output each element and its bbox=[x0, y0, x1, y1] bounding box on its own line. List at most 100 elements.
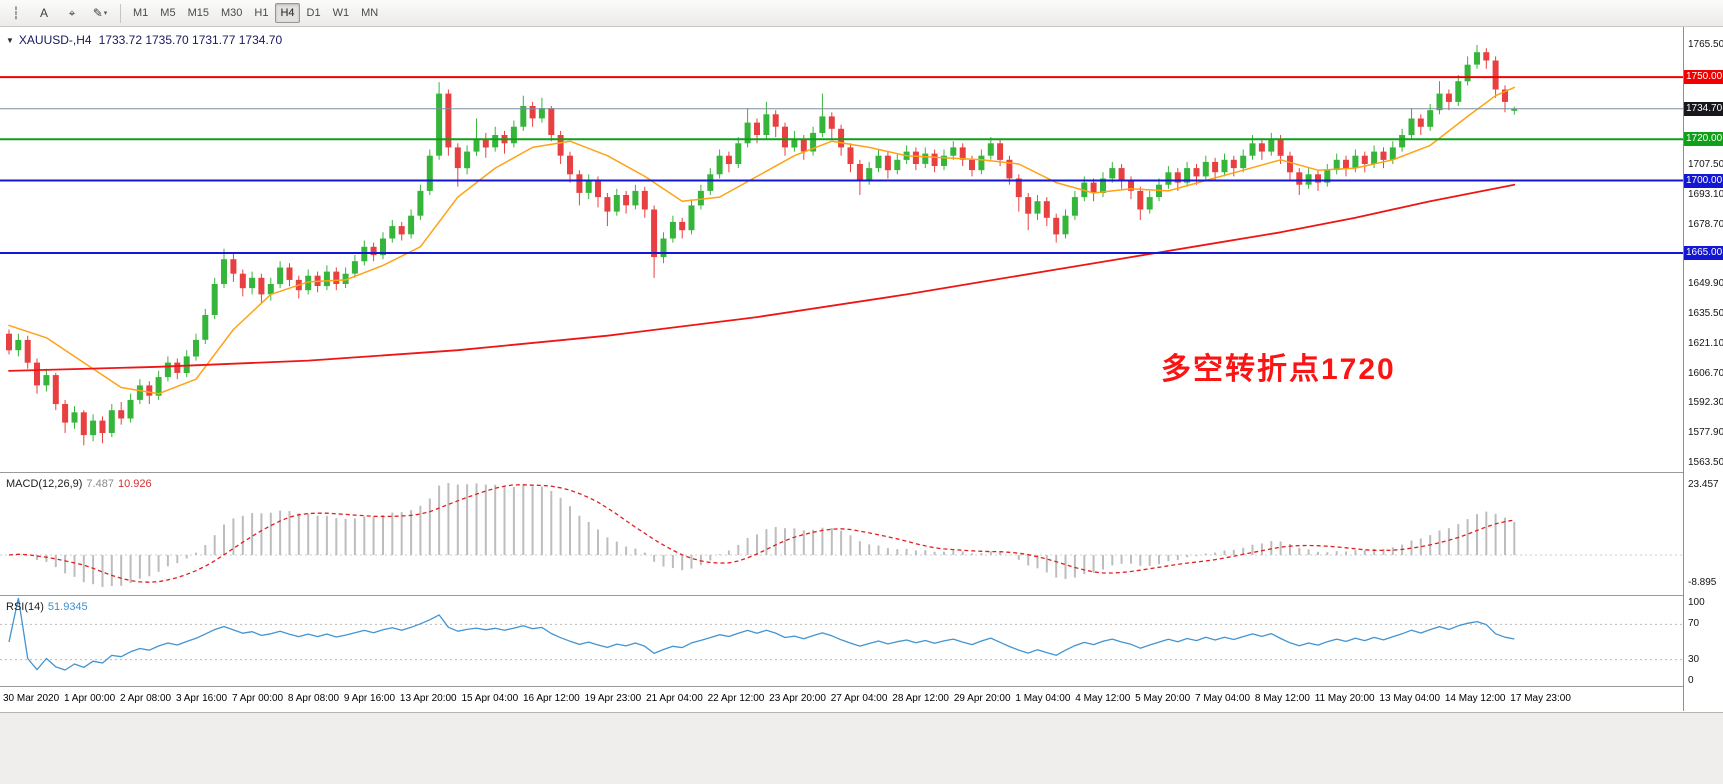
candle-body[interactable] bbox=[34, 362, 40, 386]
candle-body[interactable] bbox=[52, 375, 59, 405]
candle-body[interactable] bbox=[1483, 52, 1490, 61]
candle-body[interactable] bbox=[1436, 93, 1443, 111]
panel-divider[interactable] bbox=[0, 472, 1723, 473]
timeframe-button-m5[interactable]: M5 bbox=[160, 7, 176, 19]
candle-body[interactable] bbox=[202, 315, 209, 340]
candle-body[interactable] bbox=[146, 385, 153, 396]
candle-body[interactable] bbox=[997, 143, 1004, 160]
candle-body[interactable] bbox=[267, 284, 274, 295]
candle-body[interactable] bbox=[856, 164, 863, 181]
candle-body[interactable] bbox=[800, 139, 807, 152]
candle-body[interactable] bbox=[697, 190, 704, 206]
candle-body[interactable] bbox=[183, 356, 190, 373]
candle-body[interactable] bbox=[707, 174, 714, 191]
candle-body[interactable] bbox=[959, 147, 966, 160]
candle-body[interactable] bbox=[417, 190, 424, 216]
candle-body[interactable] bbox=[1165, 172, 1172, 185]
candle-body[interactable] bbox=[1315, 174, 1321, 183]
rsi-line[interactable] bbox=[8, 598, 1515, 671]
chart-annotation-text[interactable]: 多空转折点1720 bbox=[1161, 353, 1396, 386]
candle-body[interactable] bbox=[1445, 93, 1452, 102]
panel-divider[interactable] bbox=[0, 595, 1723, 596]
timeframe-button-d1[interactable]: D1 bbox=[306, 7, 321, 19]
candle-body[interactable] bbox=[529, 106, 536, 119]
candle-body[interactable] bbox=[931, 153, 938, 166]
candle-body[interactable] bbox=[1380, 151, 1387, 160]
candle-body[interactable] bbox=[510, 126, 517, 144]
candle-body[interactable] bbox=[538, 108, 545, 119]
candle-body[interactable] bbox=[1193, 168, 1200, 177]
candle-body[interactable] bbox=[342, 273, 349, 284]
candle-body[interactable] bbox=[744, 122, 751, 144]
candle-body[interactable] bbox=[1361, 155, 1368, 164]
candle-body[interactable] bbox=[1025, 197, 1032, 214]
candle-body[interactable] bbox=[351, 261, 358, 274]
candle-body[interactable] bbox=[492, 135, 499, 148]
candle-body[interactable] bbox=[1212, 161, 1219, 173]
candle-body[interactable] bbox=[941, 155, 947, 166]
candle-body[interactable] bbox=[866, 168, 873, 181]
crosshair-tool-icon[interactable]: ⌖ bbox=[68, 5, 76, 20]
candle-body[interactable] bbox=[286, 267, 293, 280]
candle-body[interactable] bbox=[557, 135, 564, 156]
candle-body[interactable] bbox=[1408, 118, 1415, 136]
candle-body[interactable] bbox=[80, 412, 87, 436]
candle-body[interactable] bbox=[1502, 89, 1508, 102]
candle-body[interactable] bbox=[389, 226, 396, 239]
timeframe-button-m1[interactable]: M1 bbox=[133, 7, 149, 19]
candle-body[interactable] bbox=[1464, 64, 1471, 82]
candle-body[interactable] bbox=[193, 339, 199, 357]
main-chart-surface[interactable] bbox=[0, 30, 1683, 472]
candle-body[interactable] bbox=[1333, 159, 1340, 171]
candle-body[interactable] bbox=[660, 238, 667, 258]
candle-body[interactable] bbox=[230, 259, 237, 274]
candle-body[interactable] bbox=[1371, 151, 1378, 164]
candle-body[interactable] bbox=[1277, 139, 1284, 156]
candle-body[interactable] bbox=[464, 151, 471, 169]
time-axis[interactable]: 30 Mar 2020 1 Apr 00:00 2 Apr 08:00 3 Apr 1… bbox=[0, 687, 1683, 711]
candle-body[interactable] bbox=[1043, 201, 1050, 218]
candle-body[interactable] bbox=[1474, 52, 1480, 65]
candle-body[interactable] bbox=[567, 155, 573, 175]
panel-divider[interactable] bbox=[0, 686, 1723, 687]
candle-body[interactable] bbox=[1389, 147, 1396, 160]
timeframe-button-w1[interactable]: W1 bbox=[332, 7, 350, 19]
candle-body[interactable] bbox=[651, 209, 658, 258]
candle-body[interactable] bbox=[1015, 178, 1022, 198]
candle-body[interactable] bbox=[136, 385, 143, 400]
macd-signal-line[interactable] bbox=[8, 484, 1515, 583]
candle-body[interactable] bbox=[174, 362, 181, 373]
candle-body[interactable] bbox=[1109, 168, 1116, 179]
candle-body[interactable] bbox=[1146, 197, 1153, 210]
candle-body[interactable] bbox=[71, 412, 78, 423]
candle-body[interactable] bbox=[305, 275, 312, 291]
candle-body[interactable] bbox=[669, 221, 676, 239]
candle-body[interactable] bbox=[810, 132, 817, 152]
candle-body[interactable] bbox=[1100, 178, 1106, 194]
candle-body[interactable] bbox=[277, 267, 284, 285]
candle-body[interactable] bbox=[1034, 201, 1041, 214]
rsi-panel-surface[interactable] bbox=[0, 598, 1683, 686]
candle-body[interactable] bbox=[725, 155, 732, 164]
candle-body[interactable] bbox=[1249, 143, 1256, 156]
candle-body[interactable] bbox=[819, 116, 826, 133]
candle-body[interactable] bbox=[585, 180, 592, 193]
candle-body[interactable] bbox=[127, 399, 134, 419]
macd-panel-surface[interactable] bbox=[0, 475, 1683, 595]
candle-body[interactable] bbox=[249, 277, 256, 289]
candle-body[interactable] bbox=[782, 126, 788, 148]
candle-body[interactable] bbox=[15, 339, 22, 351]
candle-body[interactable] bbox=[1006, 159, 1013, 179]
candle-body[interactable] bbox=[632, 190, 639, 206]
candle-body[interactable] bbox=[1417, 118, 1424, 127]
text-tool-icon[interactable]: A bbox=[39, 6, 48, 20]
candle-body[interactable] bbox=[1137, 190, 1144, 210]
candle-body[interactable] bbox=[1324, 170, 1331, 183]
candle-body[interactable] bbox=[894, 159, 901, 171]
candle-body[interactable] bbox=[1427, 110, 1434, 127]
candle-body[interactable] bbox=[454, 147, 461, 169]
candle-body[interactable] bbox=[1118, 168, 1125, 181]
timeframe-button-m15[interactable]: M15 bbox=[187, 7, 209, 19]
candle-body[interactable] bbox=[922, 153, 929, 164]
candle-body[interactable] bbox=[24, 339, 31, 363]
